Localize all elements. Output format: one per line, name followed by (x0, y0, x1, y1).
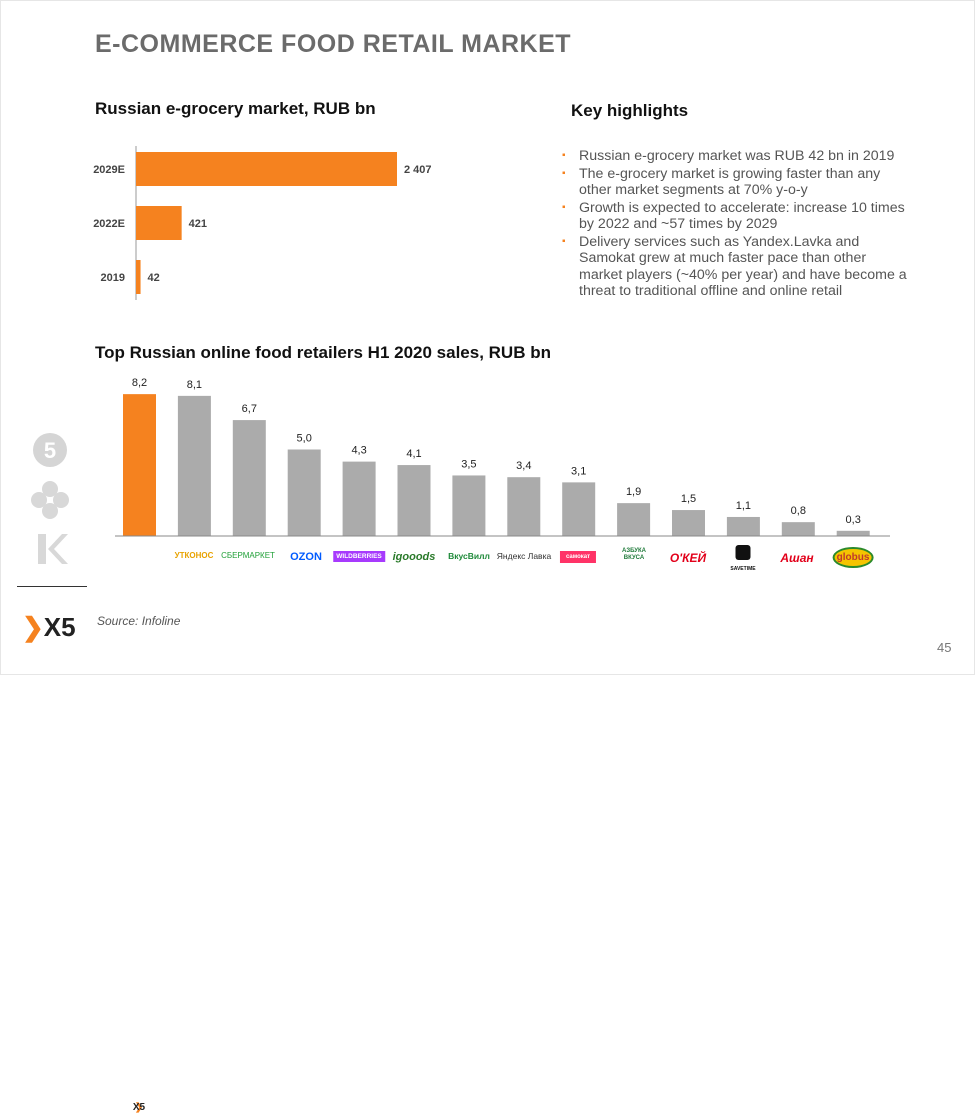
perekrestok-icon (31, 481, 69, 519)
highlight-item: Russian e-grocery market was RUB 42 bn i… (562, 148, 912, 165)
pyaterochka-icon: 5 (33, 433, 67, 467)
highlight-item: Growth is expected to accelerate: increa… (562, 200, 912, 233)
globus-logo: globus (832, 547, 874, 568)
vkusvill-logo: ВкусВилл (448, 551, 490, 561)
wildberries-logo: WILDBERRIES (333, 551, 385, 562)
page-number: 45 (937, 640, 952, 655)
savetime-logo: SAVETIME (730, 566, 756, 572)
svg-text:5: 5 (44, 438, 56, 463)
highlight-item: Delivery services such as Yandex.Lavka a… (562, 234, 912, 300)
savetime-icon (735, 545, 751, 560)
footer-divider (17, 586, 87, 587)
highlights-heading: Key highlights (571, 101, 689, 120)
samokat-logo: самокат (559, 551, 597, 563)
azbuka-vkusa-logo: АЗБУКА ВКУСА (622, 548, 646, 561)
igooods-logo: igooods (392, 551, 436, 563)
sbermarket-logo: СБЕРМАРКЕТ (221, 551, 275, 560)
highlights-list: Russian e-grocery market was RUB 42 bn i… (562, 148, 912, 301)
highlight-item: The e-grocery market is growing faster t… (562, 166, 912, 199)
utkonos-logo: УТКОНОС (174, 551, 214, 560)
yandex-lavka-logo: Яндекс Лавка (496, 551, 552, 561)
page-title: E-COMMERCE FOOD RETAIL MARKET (95, 30, 572, 58)
chart1-subtitle: Russian e-grocery market, RUB bn (95, 99, 376, 118)
karusel-icon (38, 534, 68, 564)
source-note: Source: Infoline (97, 614, 181, 628)
x5-footer-logo: ❯X5 (22, 612, 76, 642)
okey-logo: О'КЕЙ (669, 551, 707, 565)
chart2-subtitle: Top Russian online food retailers H1 202… (95, 343, 551, 362)
auchan-logo: Ашан (780, 551, 814, 565)
ozon-logo: OZON (290, 551, 322, 563)
